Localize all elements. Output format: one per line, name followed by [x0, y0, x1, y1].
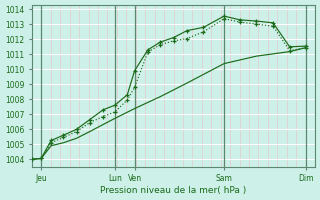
- X-axis label: Pression niveau de la mer( hPa ): Pression niveau de la mer( hPa ): [100, 186, 247, 195]
